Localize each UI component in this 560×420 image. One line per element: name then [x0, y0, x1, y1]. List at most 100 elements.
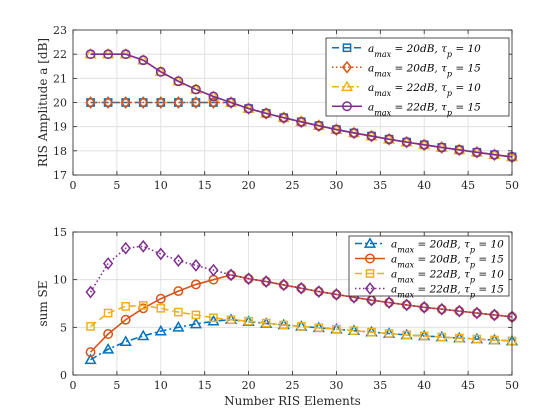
- data-point: [384, 134, 395, 145]
- data-point: [138, 301, 148, 310]
- data-point: [367, 327, 376, 337]
- data-point: [207, 314, 220, 326]
- data-point: [208, 263, 219, 277]
- data-point: [244, 316, 253, 326]
- x-tick-label: 20: [242, 379, 256, 392]
- data-point: [366, 293, 377, 307]
- data-point: [436, 141, 447, 154]
- data-point: [190, 258, 202, 272]
- data-point: [155, 96, 166, 109]
- y-tick-label: 10: [53, 274, 67, 287]
- data-point: [383, 132, 395, 146]
- y-tick-label: 23: [53, 24, 67, 37]
- data-point: [103, 308, 113, 318]
- data-point: [119, 335, 132, 346]
- y-tick-label: 22: [53, 48, 67, 61]
- x-tick-label: 5: [113, 379, 120, 392]
- data-point: [261, 318, 271, 328]
- x-tick-label: 50: [505, 379, 519, 392]
- data-point: [436, 142, 447, 153]
- y-tick-label: 20: [53, 97, 67, 110]
- legend-swatch-marker: [342, 101, 352, 112]
- legend-entry: amax = 20dB, τp = 15: [355, 254, 504, 269]
- data-point: [419, 300, 430, 314]
- data-point: [331, 288, 342, 301]
- legend-entry: amax = 20dB, τp = 10: [332, 43, 481, 59]
- data-point: [173, 76, 184, 87]
- legend-label: amax = 20dB, τp = 10: [368, 43, 481, 59]
- data-point: [156, 303, 166, 313]
- data-point: [313, 120, 324, 131]
- data-point: [278, 111, 289, 125]
- x-tick-label: 35: [373, 379, 387, 392]
- data-point: [332, 324, 341, 334]
- data-point: [454, 143, 465, 157]
- x-tick-label: 15: [198, 179, 212, 192]
- data-point: [437, 332, 447, 342]
- data-point: [120, 314, 131, 325]
- data-point: [472, 334, 482, 344]
- data-point: [102, 342, 115, 354]
- data-point: [471, 147, 482, 158]
- data-point: [190, 96, 202, 109]
- data-point: [173, 96, 184, 109]
- data-point: [401, 137, 412, 148]
- data-point: [138, 96, 149, 109]
- x-tick-label: 0: [70, 179, 77, 192]
- legend-label: amax = 22dB, τp = 15: [368, 101, 481, 117]
- x-tick-label: 15: [198, 379, 212, 392]
- data-point: [384, 329, 394, 338]
- series-4: [85, 49, 517, 162]
- data-point: [349, 326, 359, 336]
- data-point: [489, 148, 500, 162]
- x-tick-label: 10: [154, 379, 168, 392]
- legend-swatch-marker: [341, 60, 353, 74]
- x-tick-label: 45: [461, 379, 475, 392]
- x-tick-label: 35: [373, 179, 387, 192]
- data-point: [84, 353, 97, 365]
- series-line: [90, 53, 513, 158]
- x-tick-label: 40: [417, 179, 431, 192]
- series-line: [89, 245, 513, 318]
- data-point: [190, 279, 201, 290]
- data-point: [366, 131, 377, 142]
- data-point: [296, 322, 306, 331]
- data-point: [436, 302, 447, 316]
- x-axis-label: Number RIS Elements: [224, 394, 361, 408]
- data-point: [86, 322, 95, 331]
- x-tick-label: 20: [242, 179, 256, 192]
- data-point: [190, 84, 201, 95]
- y-tick-label: 0: [60, 369, 67, 382]
- legend-swatch-marker: [342, 43, 352, 53]
- data-point: [243, 103, 254, 114]
- x-tick-label: 25: [286, 379, 300, 392]
- series-line: [90, 304, 513, 342]
- data-point: [313, 285, 325, 298]
- data-point: [419, 138, 430, 152]
- data-point: [103, 329, 114, 339]
- data-point: [121, 302, 131, 311]
- data-point: [349, 128, 359, 138]
- x-tick-label: 10: [154, 179, 168, 192]
- x-tick-label: 30: [329, 379, 343, 392]
- legend-swatch-marker: [365, 269, 375, 278]
- data-point: [209, 313, 218, 323]
- data-point: [296, 115, 307, 129]
- data-point: [85, 96, 96, 109]
- data-point: [471, 145, 483, 159]
- data-point: [454, 333, 464, 343]
- data-point: [314, 323, 324, 333]
- legend-entry: amax = 22dB, τp = 15: [355, 282, 504, 299]
- legend-swatch-marker: [364, 282, 376, 295]
- data-point: [137, 329, 150, 341]
- data-point: [102, 96, 114, 109]
- data-point: [279, 320, 289, 330]
- data-point: [489, 308, 500, 322]
- legend-label: amax = 22dB, τp = 10: [391, 269, 504, 285]
- legend-swatch-marker: [340, 80, 354, 92]
- legend-swatch-marker: [363, 237, 377, 248]
- y-axis-label: sum SE: [36, 280, 50, 326]
- x-tick-label: 30: [329, 179, 343, 192]
- x-tick-label: 45: [461, 179, 475, 192]
